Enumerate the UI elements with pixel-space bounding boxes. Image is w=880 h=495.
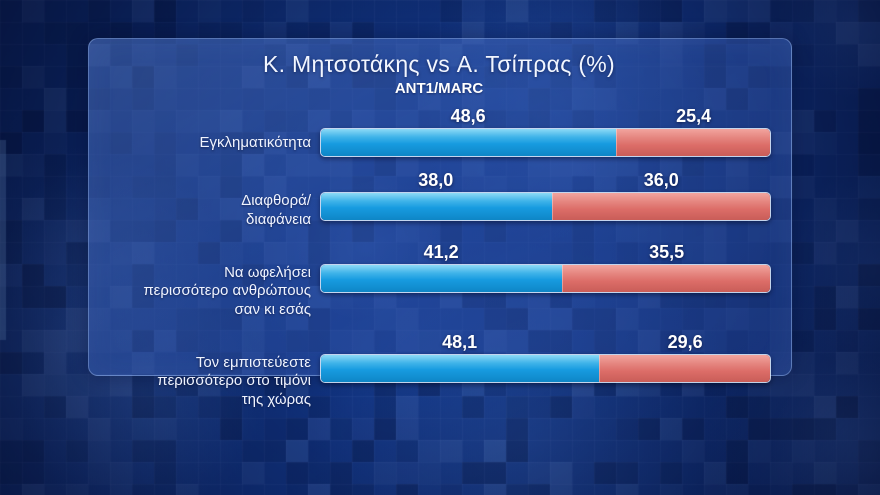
bar-right-segment — [615, 129, 770, 157]
stacked-bar — [320, 128, 771, 158]
chart-row: Διαφθορά/ διαφάνεια 38,0 36,0 — [107, 171, 771, 229]
bar-rows: Εγκληματικότητα 48,6 25,4 Διαφθορά/ διαφ… — [107, 107, 771, 408]
chart-subtitle: ΑΝΤ1/MARC — [394, 80, 484, 98]
row-label: Να ωφελήσει περισσότερο ανθρώπους σαν κι… — [143, 264, 311, 318]
value-left: 48,1 — [442, 331, 478, 352]
row-label: Τον εμπιστεύεστε περισσότερο στο τιμόνι … — [157, 353, 311, 408]
value-left: 41,2 — [423, 242, 459, 263]
stacked-bar — [320, 264, 771, 294]
bar-right-segment — [598, 354, 770, 382]
bar-right-segment — [551, 193, 770, 221]
row-label: Διαφθορά/ διαφάνεια — [241, 192, 311, 228]
bar-right-segment — [562, 265, 770, 293]
chart-panel: Κ. Μητσοτάκης vs Α. Τσίπρας (%) ΑΝΤ1/MAR… — [88, 38, 792, 408]
chart-row: Εγκληματικότητα 48,6 25,4 — [107, 106, 771, 158]
chart-row: Τον εμπιστεύεστε περισσότερο στο τιμόνι … — [107, 333, 771, 409]
value-left: 48,6 — [450, 106, 486, 127]
value-right: 36,0 — [643, 170, 679, 191]
bar-left-segment — [321, 129, 616, 157]
bar-left-segment — [321, 354, 599, 382]
chart-title: Κ. Μητσοτάκης vs Α. Τσίπρας (%) — [262, 51, 616, 77]
bar-left-segment — [321, 265, 563, 293]
value-left: 38,0 — [418, 170, 454, 191]
stacked-bar — [320, 353, 771, 383]
value-right: 29,6 — [667, 331, 703, 352]
bar-left-segment — [321, 193, 552, 221]
value-right: 25,4 — [676, 106, 712, 127]
row-label: Εγκληματικότητα — [199, 133, 311, 151]
chart-row: Να ωφελήσει περισσότερο ανθρώπους σαν κι… — [107, 243, 771, 319]
stacked-bar — [320, 192, 771, 222]
value-right: 35,5 — [649, 242, 685, 263]
